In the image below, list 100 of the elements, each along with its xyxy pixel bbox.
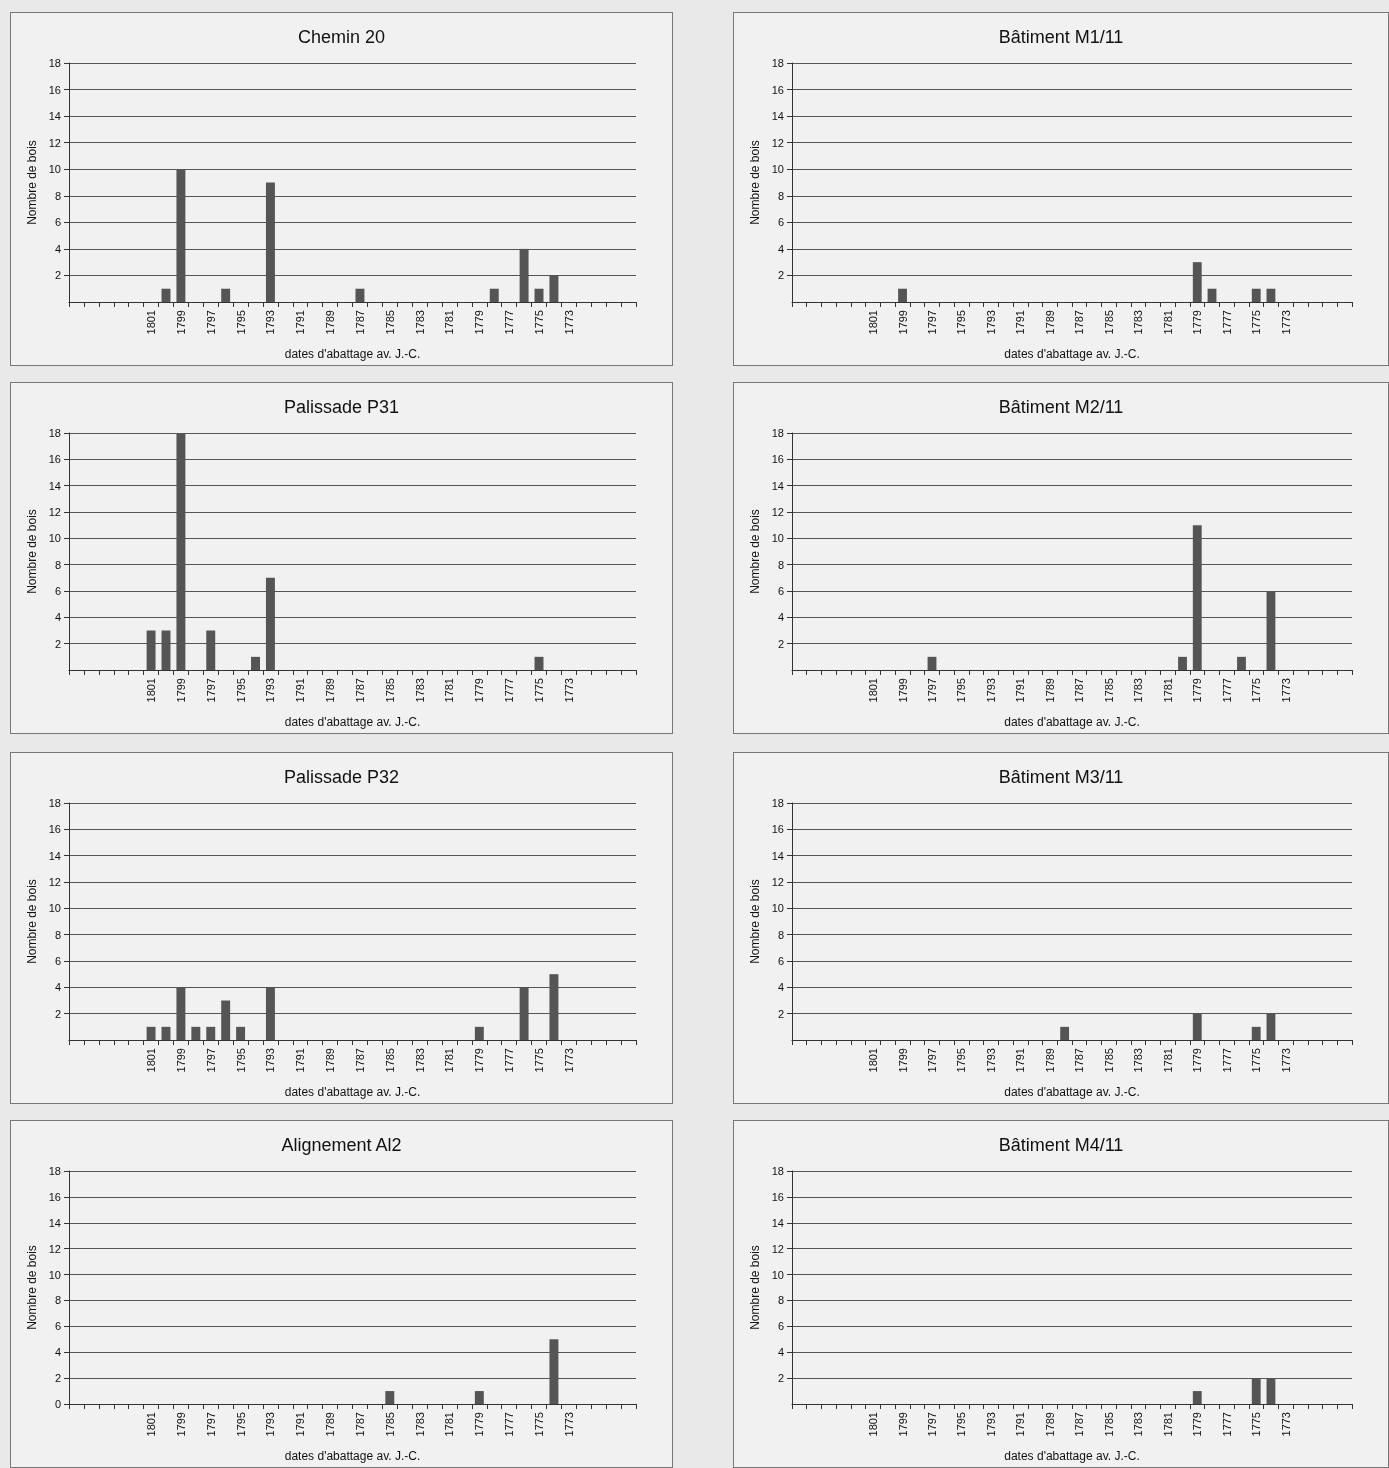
x-tick-label: 1797 [204, 678, 217, 703]
y-tick-label: 14 [48, 849, 61, 862]
chart-title: Alignement Al2 [281, 1135, 402, 1155]
y-tick-label: 16 [771, 453, 784, 466]
y-axis-title: Nombre de bois [747, 1245, 762, 1330]
x-tick-label: 1797 [204, 1048, 217, 1073]
x-tick-label: 1793 [984, 1048, 997, 1073]
y-tick-label: 16 [48, 453, 61, 466]
y-tick-label: 6 [777, 955, 784, 967]
y-tick-label: 14 [771, 479, 784, 492]
y-tick-label: 4 [777, 611, 784, 624]
x-axis-title: dates d'abattage av. J.-C. [1004, 1449, 1140, 1463]
x-tick-label: 1783 [1132, 1048, 1145, 1073]
y-tick-label: 14 [771, 1216, 784, 1229]
x-tick-label: 1777 [503, 310, 516, 335]
y-tick-label: 14 [771, 110, 784, 123]
y-axis-title: Nombre de bois [24, 140, 39, 225]
y-tick-label: 8 [54, 558, 61, 571]
x-tick-label: 1785 [1102, 1412, 1115, 1437]
y-tick-label: 16 [48, 1190, 61, 1203]
y-tick-label: 12 [771, 1242, 784, 1255]
x-tick-label: 1775 [533, 1048, 546, 1073]
x-tick-label: 1787 [353, 310, 366, 335]
y-tick-label: 4 [777, 981, 784, 994]
x-tick-label: 1781 [1161, 1412, 1174, 1437]
y-tick-label: 10 [48, 902, 61, 915]
x-tick-label: 1777 [503, 1412, 516, 1437]
x-tick-label: 1799 [896, 310, 909, 335]
x-tick-label: 1775 [533, 310, 546, 335]
x-tick-label: 1795 [234, 310, 247, 335]
x-tick-label: 1797 [204, 310, 217, 335]
x-tick-label: 1785 [1102, 1048, 1115, 1073]
x-tick-label: 1775 [1250, 678, 1263, 703]
y-axis-title: Nombre de bois [747, 140, 762, 225]
x-tick-label: 1773 [562, 310, 575, 335]
x-tick-label: 1793 [264, 1412, 277, 1437]
x-tick-label: 1795 [955, 1412, 968, 1437]
bar [489, 288, 499, 302]
x-tick-label: 1789 [324, 1412, 337, 1437]
x-tick-label: 1801 [867, 1048, 880, 1073]
x-tick-label: 1801 [867, 678, 880, 703]
y-tick-label: 4 [777, 242, 784, 255]
x-tick-label: 1795 [955, 1048, 968, 1073]
x-tick-label: 1791 [1014, 310, 1027, 335]
chart-title: Chemin 20 [297, 27, 386, 47]
x-tick-label: 1781 [443, 678, 456, 703]
y-tick-label: 18 [48, 797, 61, 809]
x-tick-label: 1797 [926, 678, 938, 703]
x-tick-label: 1791 [294, 1412, 307, 1437]
y-tick-label: 0 [54, 1398, 61, 1410]
x-tick-label: 1799 [896, 678, 909, 703]
x-tick-label: 1773 [1279, 678, 1292, 703]
x-axis-title: dates d'abattage av. J.-C. [1004, 347, 1140, 361]
x-tick-label: 1773 [562, 678, 575, 703]
y-tick-label: 12 [771, 876, 784, 888]
x-tick-label: 1781 [443, 1048, 456, 1073]
x-tick-label: 1787 [1073, 1048, 1086, 1073]
bar [221, 288, 231, 302]
y-axis-title: Nombre de bois [24, 879, 39, 964]
y-tick-label: 8 [54, 1294, 61, 1307]
x-tick-label: 1775 [1250, 310, 1263, 335]
x-tick-label: 1789 [324, 678, 337, 703]
x-axis-title: dates d'abattage av. J.-C. [284, 1449, 421, 1463]
x-tick-label: 1797 [926, 310, 938, 335]
bar [236, 1026, 246, 1040]
x-tick-label: 1787 [353, 678, 366, 703]
bar [1237, 656, 1246, 670]
x-tick-label: 1773 [1279, 1048, 1292, 1073]
y-tick-label: 18 [48, 427, 61, 439]
x-tick-label: 1783 [1132, 1412, 1145, 1437]
x-tick-label: 1779 [1191, 1048, 1204, 1073]
x-tick-label: 1801 [867, 1412, 880, 1437]
y-tick-label: 8 [54, 928, 61, 941]
y-tick-label: 2 [777, 637, 784, 650]
y-tick-label: 6 [777, 216, 784, 229]
x-tick-label: 1801 [145, 310, 158, 335]
x-tick-label: 1787 [1073, 310, 1086, 335]
y-tick-label: 2 [54, 1372, 61, 1385]
y-tick-label: 10 [771, 1268, 784, 1281]
x-tick-label: 1785 [1102, 678, 1115, 703]
y-tick-label: 10 [48, 1268, 61, 1281]
x-tick-label: 1773 [562, 1412, 575, 1437]
y-tick-label: 4 [54, 611, 61, 624]
x-tick-label: 1779 [1191, 310, 1204, 335]
bar [206, 1026, 216, 1040]
y-tick-label: 12 [48, 136, 61, 149]
y-tick-label: 18 [48, 57, 61, 69]
bar [191, 1026, 201, 1040]
x-tick-label: 1789 [1043, 678, 1056, 703]
y-tick-label: 10 [771, 902, 784, 915]
x-tick-label: 1789 [1043, 1048, 1056, 1073]
y-tick-label: 14 [771, 849, 784, 862]
x-tick-label: 1773 [562, 1048, 575, 1073]
x-tick-label: 1787 [1073, 1412, 1086, 1437]
y-tick-label: 4 [54, 1346, 61, 1359]
x-tick-label: 1777 [1220, 310, 1233, 335]
x-axis-title: dates d'abattage av. J.-C. [284, 715, 421, 729]
y-tick-label: 14 [48, 1216, 61, 1229]
x-axis-title: dates d'abattage av. J.-C. [1004, 715, 1140, 729]
x-tick-label: 1787 [353, 1412, 366, 1437]
